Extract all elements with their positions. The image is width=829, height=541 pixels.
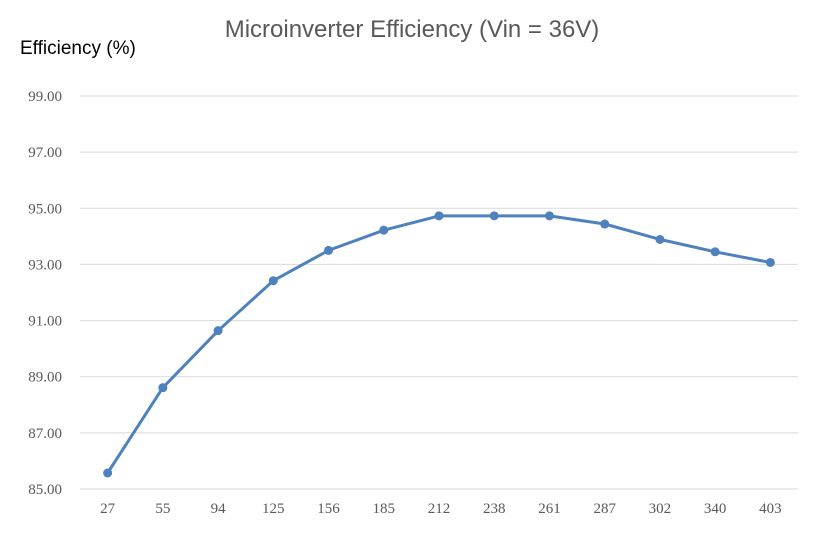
data-point	[379, 225, 389, 235]
data-point	[103, 468, 113, 478]
x-tick-label: 212	[428, 501, 451, 517]
gridlines	[80, 95, 798, 490]
series-line	[106, 214, 772, 475]
x-tick-labels: 27 55 94 125 156 185 212 238 261 287 302 340 403	[100, 501, 782, 517]
data-point	[158, 383, 168, 393]
x-tick-label: 287	[593, 501, 616, 517]
x-tick-label: 185	[373, 501, 396, 517]
x-tick-label: 302	[649, 501, 672, 517]
data-point	[324, 245, 334, 255]
y-tick-label: 85.00	[28, 482, 62, 498]
x-tick-label: 261	[538, 501, 561, 517]
data-point	[268, 276, 278, 286]
x-tick-label: 55	[155, 501, 170, 517]
y-tick-label: 89.00	[28, 370, 62, 386]
y-tick-label: 95.00	[28, 201, 62, 217]
y-tick-label: 91.00	[28, 314, 62, 330]
x-tick-label: 340	[704, 501, 727, 517]
data-point	[434, 211, 444, 221]
data-point	[655, 234, 665, 244]
x-tick-label: 94	[211, 501, 227, 517]
y-tick-label: 87.00	[28, 426, 62, 442]
y-tick-label: 97.00	[28, 145, 62, 161]
x-tick-label: 156	[317, 501, 340, 517]
series-efficiency	[103, 211, 775, 478]
y-tick-label: 99.00	[28, 89, 62, 105]
data-point	[544, 211, 554, 221]
x-tick-label: 403	[759, 501, 782, 517]
data-point	[213, 326, 223, 336]
data-point	[710, 247, 720, 257]
x-tick-label: 125	[262, 501, 285, 517]
data-point	[765, 257, 775, 267]
chart-title: Microinverter Efficiency (Vin = 36V)	[225, 16, 600, 43]
y-tick-label: 93.00	[28, 257, 62, 273]
x-tick-label: 238	[483, 501, 506, 517]
data-point	[489, 211, 499, 221]
x-tick-label: 27	[100, 501, 116, 517]
y-axis-label: Efficiency (%)	[20, 38, 136, 59]
data-point	[600, 219, 610, 229]
y-tick-labels: 85.00 87.00 89.00 91.00 93.00 95.00 97.00 99.00	[28, 89, 62, 498]
